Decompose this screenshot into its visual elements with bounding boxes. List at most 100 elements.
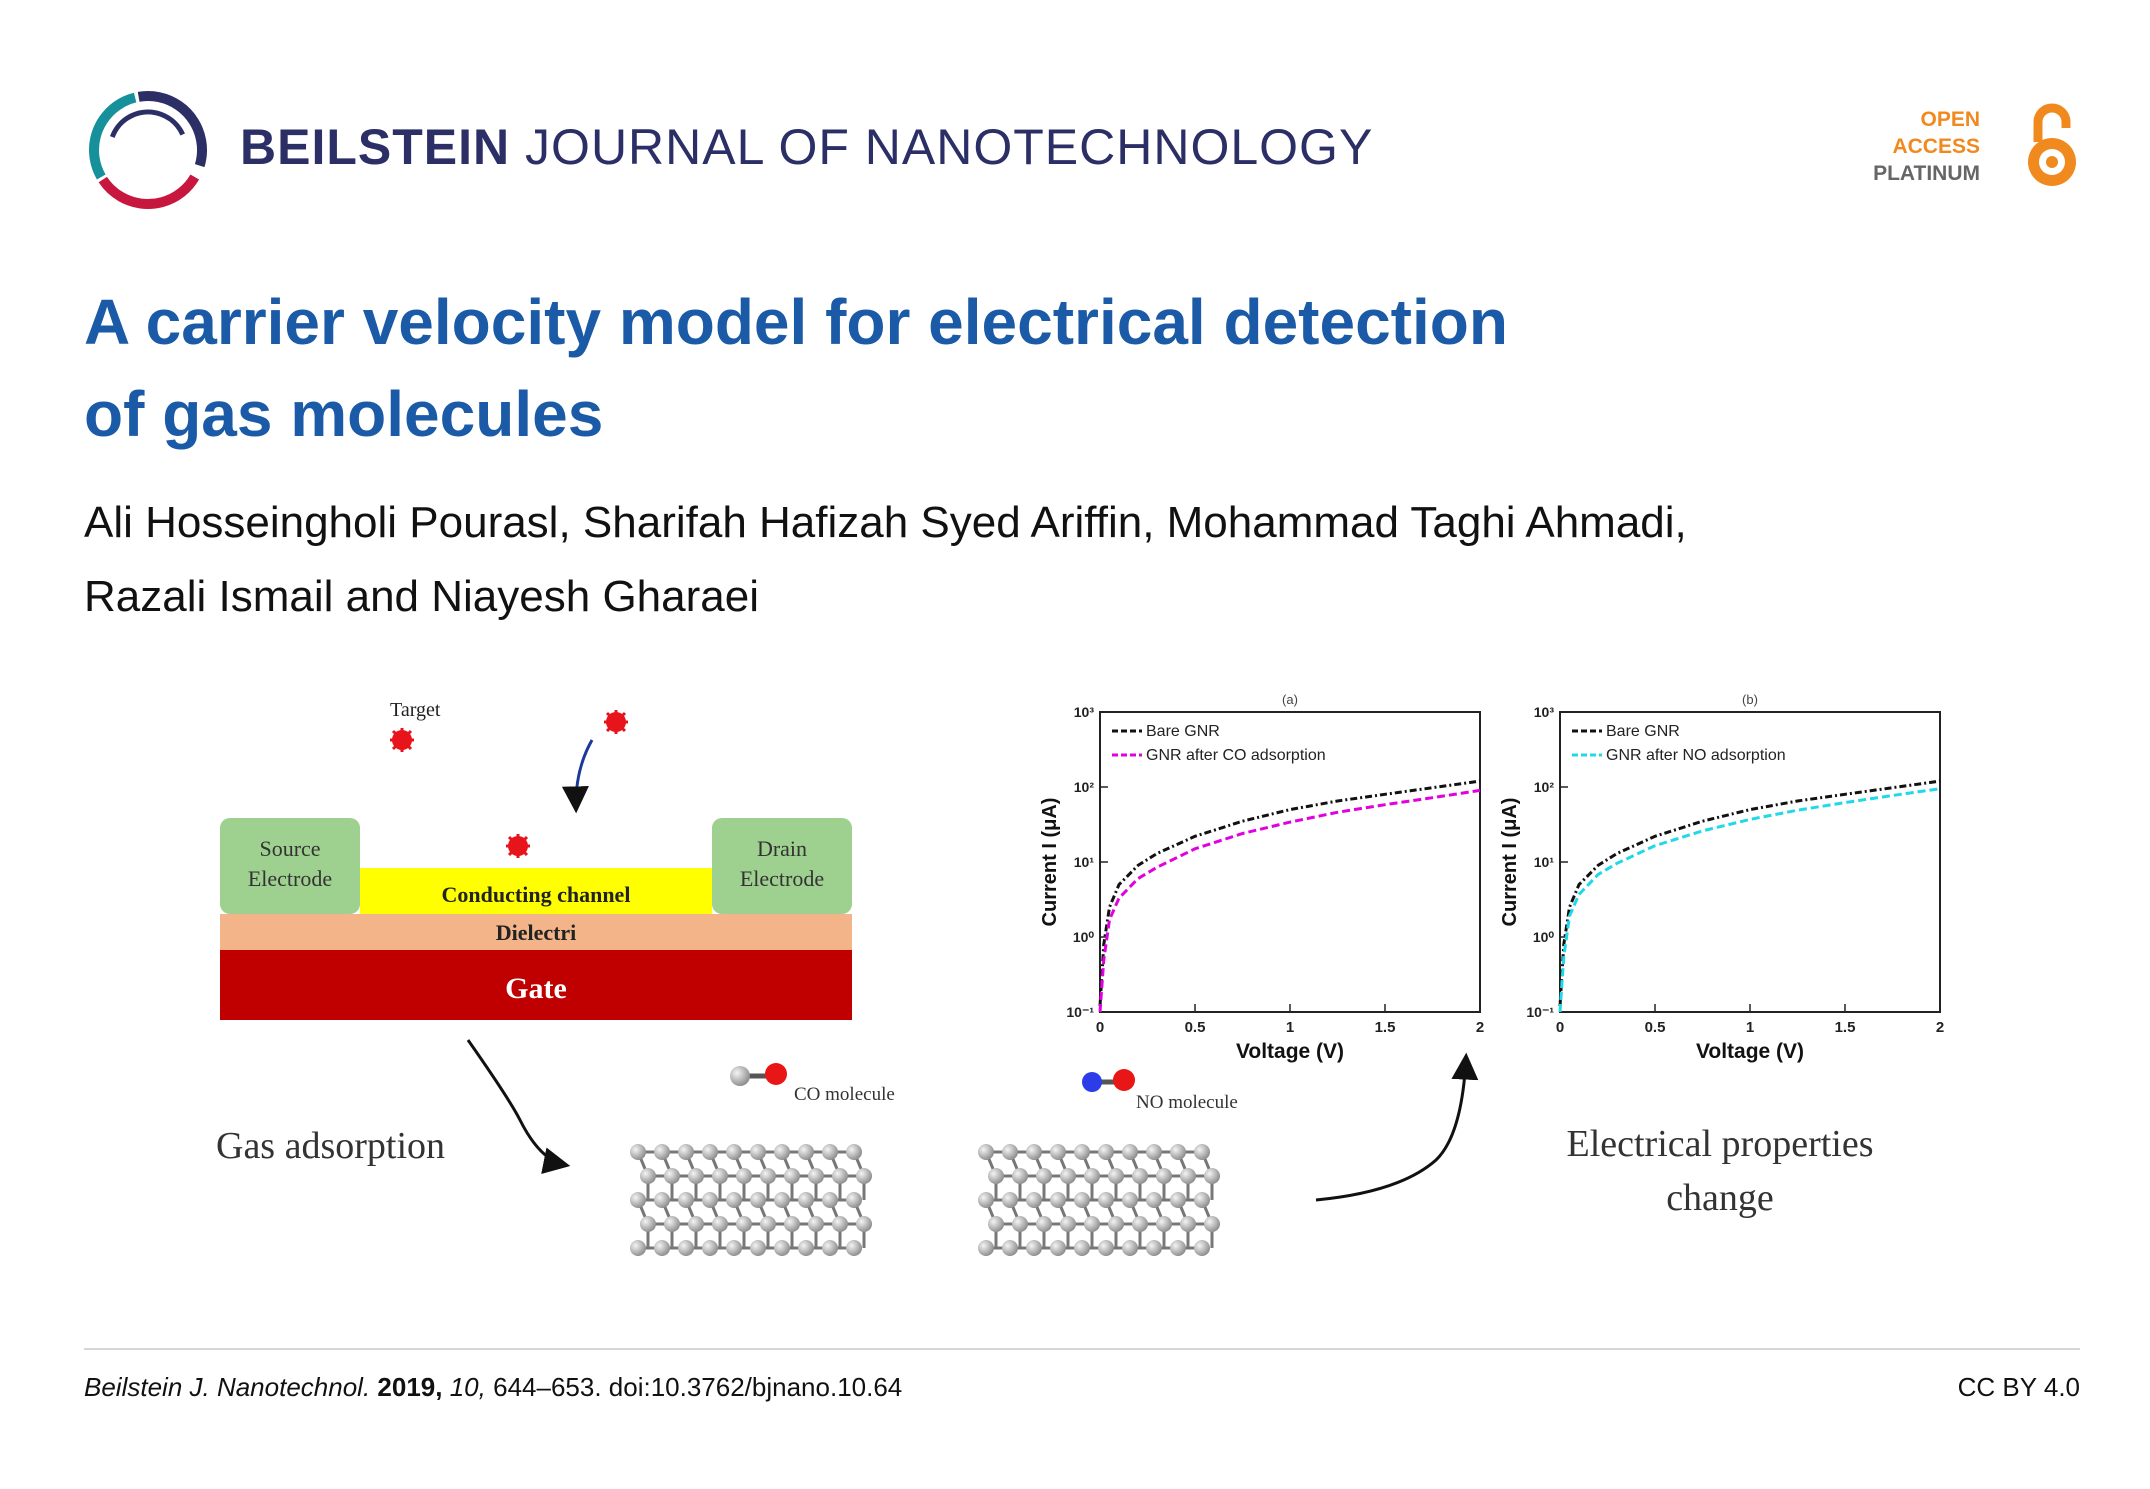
- carbon-atom: [1050, 1240, 1066, 1256]
- carbon-atom: [774, 1240, 790, 1256]
- carbon-atom: [736, 1216, 752, 1232]
- carbon-atom: [630, 1144, 646, 1160]
- carbon-atom: [726, 1144, 742, 1160]
- conducting-channel: [360, 868, 712, 914]
- carbon-atom: [750, 1192, 766, 1208]
- y-tick-label: 10⁻¹: [1066, 1004, 1094, 1020]
- carbon-atom: [1036, 1216, 1052, 1232]
- carbon-atom: [760, 1216, 776, 1232]
- carbon-atom: [1132, 1168, 1148, 1184]
- carbon-atom: [654, 1144, 670, 1160]
- series-line-1: [1098, 779, 1481, 1007]
- carbon-atom: [784, 1168, 800, 1184]
- carbon-atom: [630, 1240, 646, 1256]
- citation-journal: Beilstein J. Nanotechnol.: [84, 1372, 371, 1402]
- y-axis-label: Current I (μA): [1039, 798, 1061, 927]
- x-tick-label: 2: [1936, 1019, 1944, 1036]
- carbon-atom: [654, 1240, 670, 1256]
- carbon-atom: [664, 1216, 680, 1232]
- oa-line-open: OPEN: [1920, 108, 1980, 131]
- source-label-2: Electrode: [248, 866, 332, 891]
- y-tick-label: 10²: [1534, 779, 1555, 795]
- carbon-atom: [1204, 1168, 1220, 1184]
- carbon-atom: [978, 1144, 994, 1160]
- carbon-atom: [1002, 1192, 1018, 1208]
- gate-label: Gate: [505, 972, 567, 1005]
- legend-entry: Bare GNR: [1606, 723, 1680, 740]
- no-molecule-label: NO molecule: [1136, 1092, 1238, 1113]
- carbon-atom: [1074, 1240, 1090, 1256]
- citation-year: 2019,: [377, 1372, 443, 1402]
- target-molecule-spikes: [390, 710, 628, 858]
- gas-adsorption-arrow: [466, 1039, 571, 1174]
- y-tick-label: 10¹: [1074, 854, 1095, 870]
- x-tick-label: 1: [1746, 1019, 1754, 1036]
- carbon-atom: [1180, 1216, 1196, 1232]
- target-molecule-icon: [392, 712, 626, 856]
- graphene-nanoribbon-no: [978, 1144, 1220, 1256]
- chart-panel-b: (b) 0 0.5 1 1.5 2 10⁻¹ 10⁰ 10¹ 10² 10³ Voltage (V) C…: [1499, 692, 1944, 1063]
- series-line-1: [1558, 779, 1941, 1007]
- carbon-atom: [736, 1168, 752, 1184]
- carbon-atom: [1180, 1168, 1196, 1184]
- channel-label: Conducting channel: [442, 882, 631, 907]
- gas-adsorption-label: Gas adsorption: [216, 1125, 445, 1167]
- carbon-atom: [1098, 1192, 1114, 1208]
- carbon-atom: [712, 1216, 728, 1232]
- source-electrode: [220, 818, 360, 914]
- carbon-atom: [798, 1192, 814, 1208]
- carbon-atom: [1108, 1168, 1124, 1184]
- co-molecule-label: CO molecule: [794, 1084, 895, 1105]
- x-tick-label: 2: [1476, 1019, 1484, 1036]
- citation: Beilstein J. Nanotechnol. 2019, 10, 644–…: [84, 1372, 902, 1403]
- carbon-atom: [1170, 1144, 1186, 1160]
- journal-name: BEILSTEIN JOURNAL OF NANOTECHNOLOGY: [240, 118, 1373, 176]
- article-authors: Ali Hosseingholi Pourasl, Sharifah Hafiz…: [84, 486, 2044, 634]
- carbon-atom: [1084, 1168, 1100, 1184]
- carbon-atom: [1002, 1144, 1018, 1160]
- carbon-atom: [1050, 1144, 1066, 1160]
- carbon-atom: [988, 1216, 1004, 1232]
- carbon-atom: [702, 1144, 718, 1160]
- carbon-atom: [1026, 1240, 1042, 1256]
- carbon-atom: [832, 1216, 848, 1232]
- no-molecule-icon: [1082, 1069, 1135, 1092]
- carbon-atom: [1194, 1240, 1210, 1256]
- x-tick-label: 1.5: [1835, 1019, 1856, 1036]
- x-tick-label: 0.5: [1645, 1019, 1666, 1036]
- x-tick-label: 0: [1096, 1019, 1104, 1036]
- drain-label-1: Drain: [757, 836, 807, 861]
- carbon-atom: [846, 1240, 862, 1256]
- carbon-atom: [1098, 1240, 1114, 1256]
- carbon-atom: [822, 1144, 838, 1160]
- journal-name-bold: BEILSTEIN: [240, 119, 511, 175]
- panel-label: (b): [1742, 692, 1758, 707]
- carbon-atom: [1060, 1216, 1076, 1232]
- carbon-atom: [988, 1168, 1004, 1184]
- y-tick-label: 10¹: [1534, 854, 1555, 870]
- y-tick-label: 10³: [1534, 704, 1555, 720]
- carbon-atom: [1156, 1168, 1172, 1184]
- carbon-atom: [726, 1240, 742, 1256]
- carbon-atom: [1146, 1144, 1162, 1160]
- carbon-atom: [1156, 1216, 1172, 1232]
- x-axis-label: Voltage (V): [1236, 1040, 1344, 1063]
- carbon-atom: [1194, 1144, 1210, 1160]
- carbon-atom: [1074, 1144, 1090, 1160]
- journal-name-rest: JOURNAL OF NANOTECHNOLOGY: [525, 119, 1374, 175]
- carbon-atom: [640, 1216, 656, 1232]
- oa-line-access: ACCESS: [1892, 135, 1980, 158]
- authors-line-1: Ali Hosseingholi Pourasl, Sharifah Hafiz…: [84, 498, 1687, 547]
- article-title: A carrier velocity model for electrical …: [84, 276, 1784, 460]
- carbon-atom: [1002, 1240, 1018, 1256]
- carbon-atom: [1098, 1144, 1114, 1160]
- carbon-atom: [846, 1192, 862, 1208]
- series-line-2: [1098, 788, 1481, 1013]
- carbon-atom: [1122, 1144, 1138, 1160]
- open-access-badge: OPEN ACCESS PLATINUM: [1873, 106, 1980, 187]
- electrical-change-arrow: [1315, 1052, 1479, 1202]
- x-tick-label: 1: [1286, 1019, 1294, 1036]
- chart-panel-a: (a) 0 0.5 1 1.5 2 10⁻¹ 10⁰ 10¹ 10² 10³ Voltage (V) C…: [1039, 692, 1484, 1063]
- carbon-atom: [1050, 1192, 1066, 1208]
- y-tick-label: 10³: [1074, 704, 1095, 720]
